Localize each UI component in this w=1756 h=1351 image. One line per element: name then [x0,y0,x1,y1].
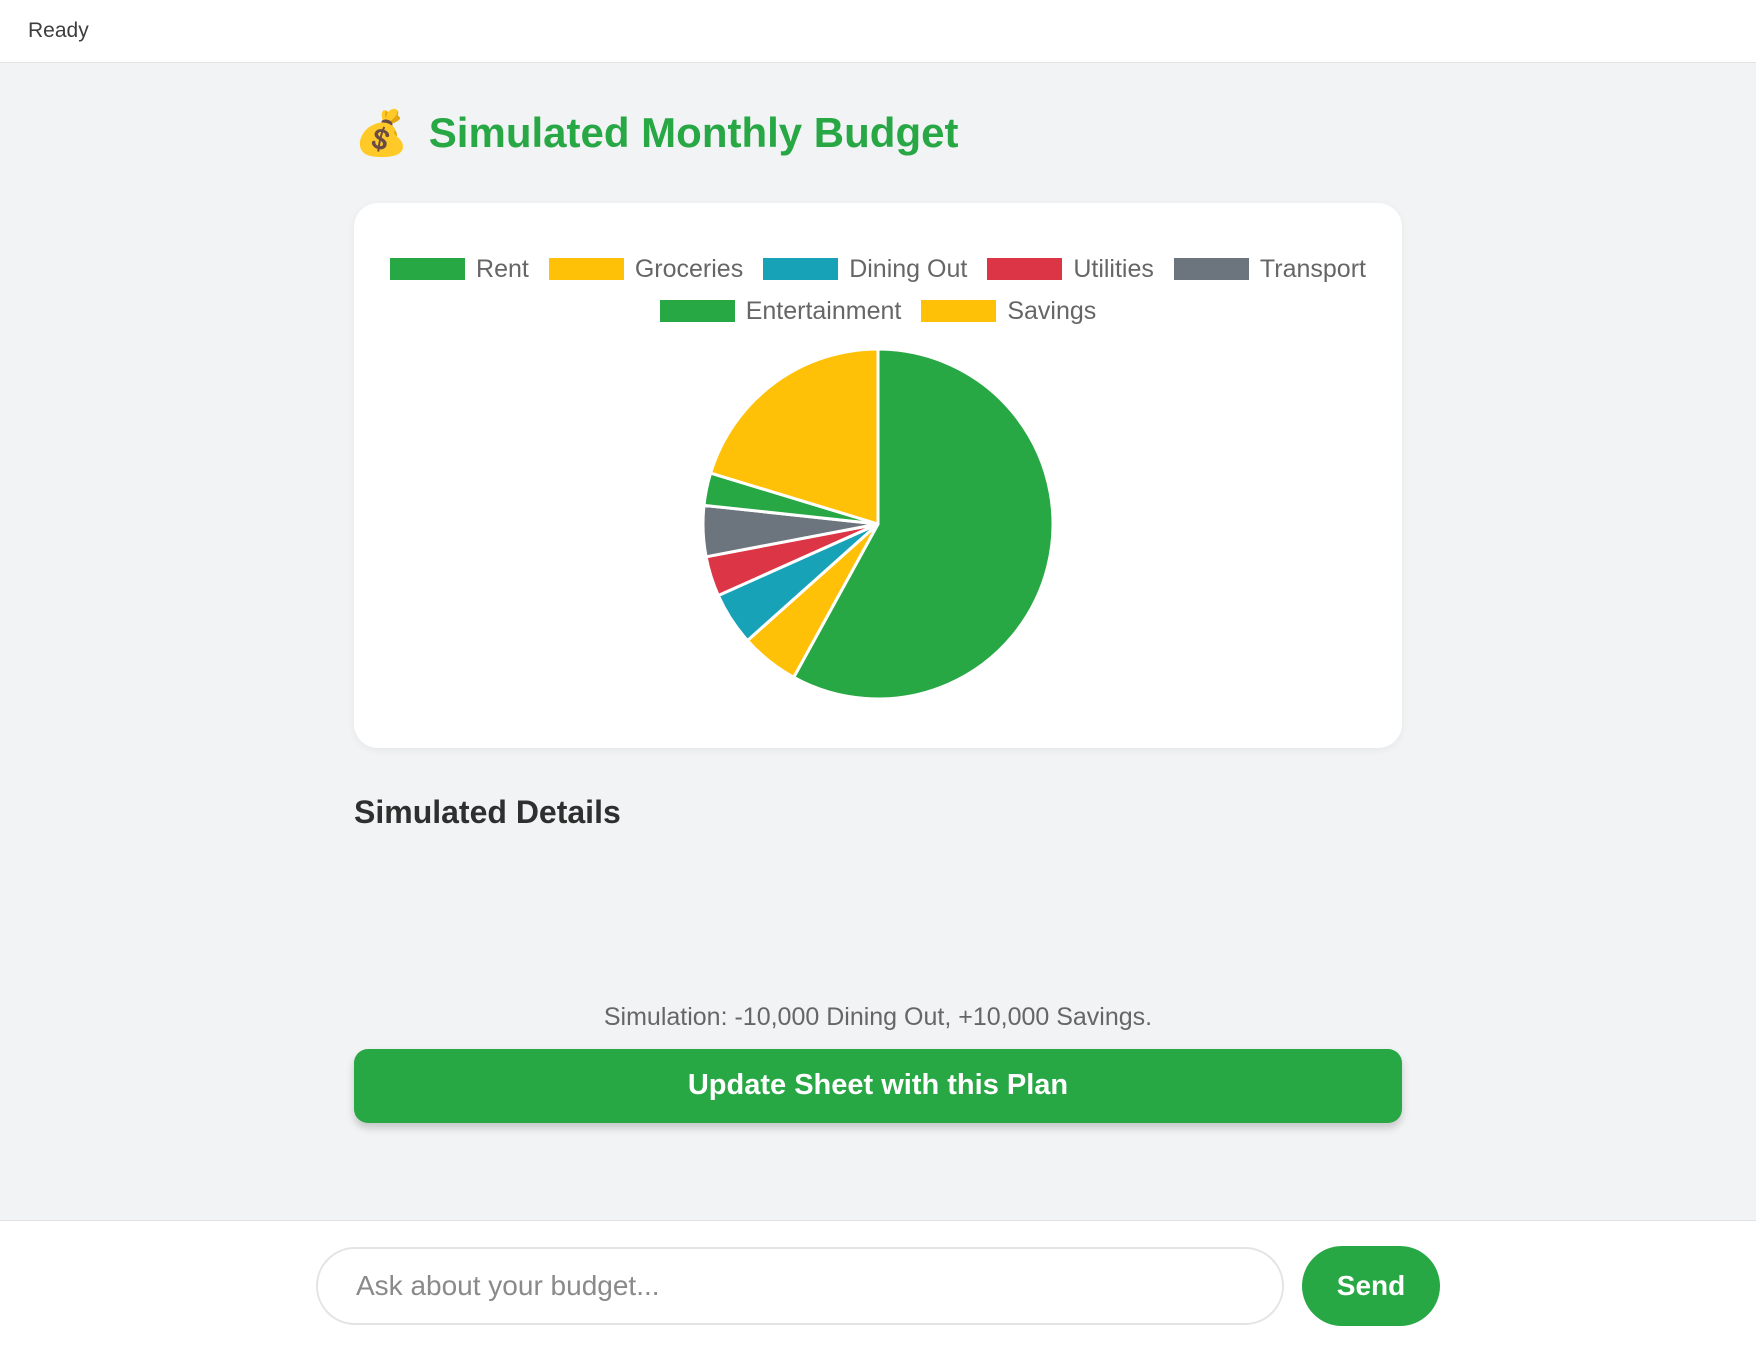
legend-label: Entertainment [745,296,902,325]
legend-label: Utilities [1073,254,1154,283]
pie-slice-rent[interactable] [792,347,1055,701]
legend-item-entertainment[interactable]: Entertainment [659,296,902,326]
simulated-details-list [354,831,1402,1003]
legend-label: Rent [476,254,529,283]
send-button[interactable]: Send [1302,1246,1440,1326]
pie-slice-savings[interactable] [709,347,880,526]
main-area: 💰 Simulated Monthly Budget Rent Groceries… [0,63,1756,1220]
status-text: Ready [28,19,89,42]
chat-input[interactable] [316,1247,1284,1325]
legend-swatch [1173,258,1249,281]
chat-bar: Send [0,1220,1756,1351]
top-status-bar: Ready [0,0,1756,63]
legend-label: Transport [1259,254,1366,283]
legend-swatch [921,300,997,323]
pie-chart-container [378,346,1378,702]
legend-swatch [548,258,624,281]
money-bag-icon: 💰 [354,109,409,158]
legend-item-savings[interactable]: Savings [921,297,1096,326]
legend-label: Savings [1007,296,1097,325]
chart-legend: Rent Groceries Dining Out Utilities Transpor… [378,255,1378,326]
legend-label: Groceries [634,254,744,283]
legend-item-rent[interactable]: Rent [390,255,529,284]
budget-chart-card: Rent Groceries Dining Out Utilities Transpor… [354,202,1402,748]
legend-item-groceries[interactable]: Groceries [548,254,744,284]
page-title-text: Simulated Monthly Budget [428,109,959,157]
legend-item-dining-out[interactable]: Dining Out [763,255,967,284]
simulation-summary-text: Simulation: -10,000 Dining Out, +10,000 … [603,1002,1153,1031]
page-title: 💰 Simulated Monthly Budget [354,103,1402,165]
legend-swatch [390,258,466,281]
legend-item-transport[interactable]: Transport [1173,254,1366,284]
legend-swatch [659,300,735,323]
legend-swatch [987,258,1063,281]
legend-row: Rent Groceries Dining Out Utilities Transpor… [378,255,1378,284]
simulated-details-heading: Simulated Details [354,793,621,830]
update-sheet-button[interactable]: Update Sheet with this Plan [354,1048,1402,1123]
legend-row: Entertainment Savings [378,297,1378,326]
legend-label: Dining Out [849,254,968,283]
budget-pie-chart [701,347,1055,701]
legend-item-utilities[interactable]: Utilities [987,255,1154,284]
legend-swatch [763,258,839,281]
